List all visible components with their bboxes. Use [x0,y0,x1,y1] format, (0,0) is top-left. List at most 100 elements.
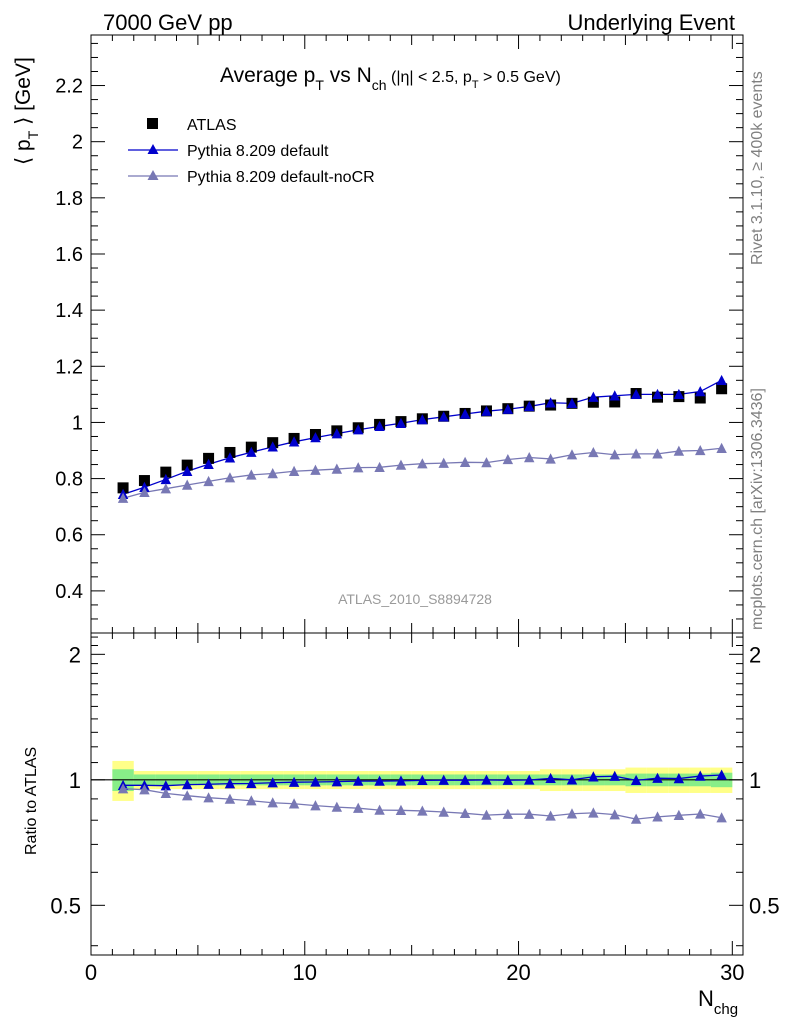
ratio-point-0 [609,770,620,781]
ratio-point-1 [246,795,257,806]
rivet-version-text: Rivet 3.1.10, ≥ 400k events [749,71,766,265]
data-point-series-1 [588,391,599,402]
ratio-point-1 [267,797,278,808]
ratio-point-1 [288,798,300,809]
data-point-series-2 [395,459,407,470]
y-tick-label: 2 [72,132,83,154]
ratio-point-1 [224,793,236,804]
data-point-series-2 [609,449,620,460]
data-point-atlas [694,392,706,404]
y-label-sub: T [25,130,41,139]
data-point-series-1 [438,411,449,422]
ratio-point-1 [545,810,556,821]
ratio-point-0 [524,774,535,785]
ratio-point-1 [652,811,663,822]
ratio-point-0 [288,776,300,787]
ratio-point-0 [395,775,407,786]
data-point-series-1 [673,388,685,400]
data-point-series-2 [117,492,129,503]
data-point-series-1 [609,390,620,401]
ratio-point-1 [609,809,620,820]
y-tick-label: 0.6 [55,525,83,547]
data-point-atlas [716,383,728,395]
data-point-series-1 [203,458,214,469]
data-point-series-1 [695,386,706,397]
data-point-atlas [117,482,129,494]
analysis-watermark: ATLAS_2010_S8894728 [338,591,492,607]
title-cut-open: (|η| < 2.5, p [387,69,472,86]
data-point-series-1 [481,405,492,416]
y-label-close: ⟩ [GeV] [12,57,35,131]
x-axis-label: Nchg [698,986,738,1018]
data-point-series-2 [181,479,193,490]
ratio-point-1 [716,812,727,823]
data-point-series-2 [438,457,449,468]
ratio-y-tick-label-right: 2 [749,642,761,667]
data-point-series-2 [630,448,642,459]
y-tick-label: 1 [72,412,83,434]
x-tick-label: 0 [85,960,97,985]
data-point-series-2 [246,469,257,480]
ratio-point-1 [310,800,321,811]
data-point-atlas [181,459,193,471]
ratio-point-0 [352,775,364,786]
data-point-series-1 [652,388,663,400]
ratio-point-0 [652,772,663,783]
data-point-series-2 [588,446,599,458]
legend-marker-nocr [147,170,159,180]
y-tick-label: 0.8 [55,469,83,491]
header-right-text: Underlying Event [567,10,735,35]
legend-label-atlas: ATLAS [187,117,237,134]
ratio-y-tick-label-left: 0.5 [50,893,81,918]
data-point-series-1 [352,424,364,435]
y-axis-label: ⟨ pT ⟩ [GeV] [12,57,41,165]
data-point-series-1 [395,417,407,428]
ratio-point-1 [566,808,578,819]
data-point-series-2 [139,486,150,498]
mcplots-reference-text: mcplots.cern.ch [arXiv:1306.3436] [749,388,766,630]
ratio-point-1 [459,807,471,819]
data-point-atlas [160,466,172,478]
data-series [117,374,728,503]
data-point-series-2 [545,453,556,464]
ratio-point-0 [331,776,343,787]
ratio-y-tick-label-left: 2 [69,642,81,667]
ratio-point-0 [181,779,193,790]
ratio-point-1 [374,804,385,815]
data-point-series-2 [331,463,343,474]
data-point-series-2 [566,449,578,460]
data-point-series-2 [524,452,535,463]
data-point-series-1 [545,397,556,408]
ratio-point-1 [630,813,642,824]
data-point-series-2 [481,457,492,468]
data-point-series-2 [160,483,172,494]
data-point-series-2 [459,456,471,467]
ratio-point-1 [695,808,706,819]
ratio-point-0 [630,774,642,786]
ratio-point-1 [160,787,172,799]
data-point-series-1 [160,473,172,485]
data-point-series-2 [288,465,300,476]
ratio-point-0 [160,780,172,791]
x-tick-label: 20 [506,960,530,985]
data-point-series-2 [652,448,663,459]
ratio-y-tick-label-right: 1 [749,768,761,793]
ratio-y-tick-labels: 0.5 0.5 1 1 2 2 [50,642,779,918]
ratio-point-1 [502,808,514,819]
y-label-open: ⟨ p [12,139,35,165]
ratio-point-1 [438,806,449,817]
ratio-point-0 [673,773,685,784]
ratio-point-1 [524,808,535,819]
title-cut-sub: T [472,79,479,91]
plot-title: Average pT vs Nch (|η| < 2.5, pT > 0.5 G… [220,64,561,93]
legend: ATLAS Pythia 8.209 default Pythia 8.209 … [128,117,375,186]
ratio-y-tick-label-right: 0.5 [749,893,780,918]
title-sub-t: T [315,77,324,93]
y-tick-label: 1.2 [55,356,83,378]
title-main: Average p [220,64,315,87]
x-tick-label: 30 [720,960,744,985]
ratio-point-0 [545,772,556,784]
ratio-point-0 [438,774,449,785]
data-point-series-1 [566,397,578,409]
